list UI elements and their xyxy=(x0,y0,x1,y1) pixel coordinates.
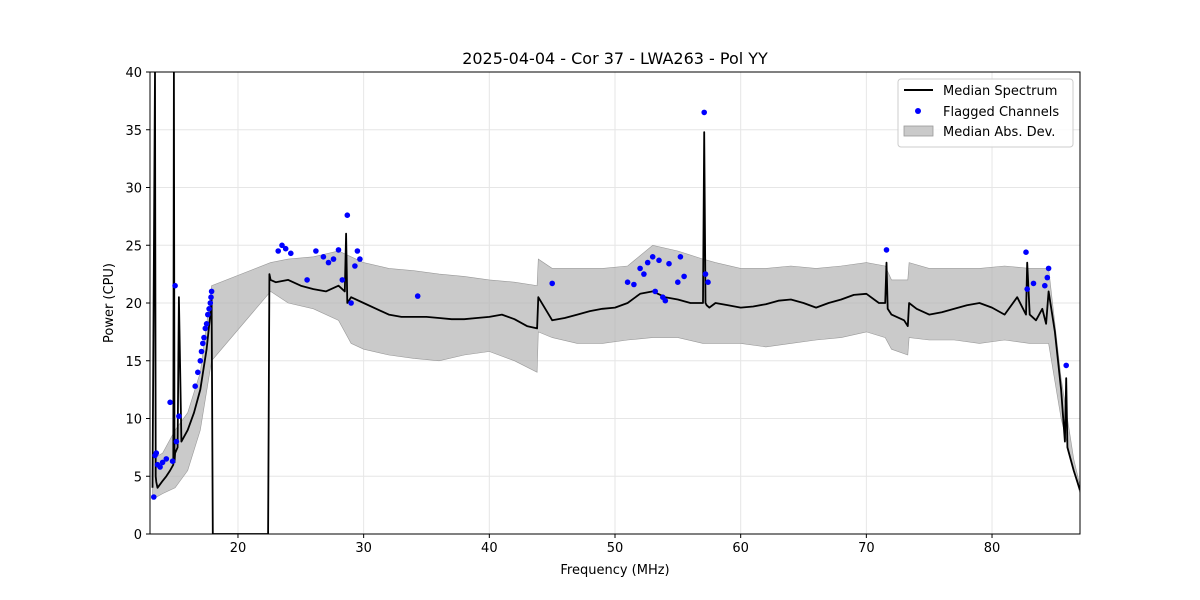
flagged-channel-point xyxy=(201,334,207,341)
y-tick-label: 5 xyxy=(134,470,142,485)
flagged-channel-point xyxy=(631,281,637,288)
chart-title: 2025-04-04 - Cor 37 - LWA263 - Pol YY xyxy=(462,49,768,68)
flagged-channel-point xyxy=(208,294,214,301)
flagged-channel-point xyxy=(163,456,170,462)
flagged-channel-point xyxy=(203,321,210,327)
flagged-channel-point xyxy=(313,248,319,254)
flagged-channel-point xyxy=(348,300,354,306)
flagged-channel-point xyxy=(549,280,555,287)
flagged-channel-point xyxy=(167,399,173,406)
flagged-channel-point xyxy=(883,247,890,253)
y-axis-label: Power (CPU) xyxy=(102,263,117,343)
flagged-channel-point xyxy=(701,109,707,116)
y-tick-label: 40 xyxy=(125,66,142,81)
median-abs-dev-band xyxy=(152,244,1080,500)
flagged-channel-point xyxy=(304,277,310,283)
flagged-channel-point xyxy=(335,247,342,253)
flagged-channel-point xyxy=(282,245,289,252)
flagged-channel-point xyxy=(200,340,206,347)
flagged-channel-point xyxy=(357,256,363,262)
flagged-channel-point xyxy=(206,306,212,312)
legend-box xyxy=(897,78,1074,148)
flagged-channel-point xyxy=(173,438,180,445)
y-tick-label: 35 xyxy=(125,124,142,139)
flagged-channel-point xyxy=(702,271,709,277)
flagged-channel-point xyxy=(330,256,337,262)
flagged-channel-point xyxy=(169,458,176,465)
flagged-channel-point xyxy=(1024,286,1030,292)
flagged-channel-point xyxy=(157,464,163,470)
flagged-channel-point xyxy=(649,253,656,260)
x-tick-label: 80 xyxy=(984,541,1001,556)
median-spectrum-line xyxy=(151,72,1080,534)
flagged-channel-point xyxy=(652,288,658,295)
flagged-channel-point xyxy=(637,265,643,272)
x-tick-label: 50 xyxy=(607,541,624,556)
flagged-channel-point xyxy=(207,300,214,306)
flagged-channel-point xyxy=(192,383,198,390)
y-tick-label: 25 xyxy=(125,239,142,254)
legend-mad-label: Median Abs. Dev. xyxy=(943,125,1055,140)
plot-area xyxy=(151,72,1080,534)
x-tick-label: 20 xyxy=(230,541,247,556)
flagged-channel-point xyxy=(205,311,211,318)
axis-ticks: 20 30 40 50 60 70 80 0 5 10 15 20 25 30 35 40 xyxy=(125,66,1000,556)
flagged-channel-point xyxy=(662,297,669,304)
flagged-channel-point xyxy=(172,282,178,289)
flagged-channel-point xyxy=(339,277,346,283)
flagged-channel-point xyxy=(159,459,166,466)
legend-flagged-swatch xyxy=(915,108,921,114)
y-tick-label: 20 xyxy=(125,297,142,312)
flagged-channel-point xyxy=(1030,280,1037,287)
y-tick-label: 30 xyxy=(125,182,142,197)
flagged-channels xyxy=(151,109,1069,500)
x-tick-label: 30 xyxy=(355,541,372,556)
flagged-channel-point xyxy=(1044,274,1051,281)
flagged-channel-point xyxy=(675,279,681,286)
flagged-channel-point xyxy=(208,288,215,295)
flagged-channel-point xyxy=(176,413,182,420)
flagged-channel-point xyxy=(198,348,205,355)
legend-median-label: Median Spectrum xyxy=(943,84,1057,99)
flagged-channel-point xyxy=(288,250,294,257)
flagged-channel-point xyxy=(666,260,672,267)
flagged-channel-point xyxy=(279,242,285,249)
flagged-channel-point xyxy=(195,369,201,376)
flagged-channel-point xyxy=(1023,249,1029,255)
legend-flagged-label: Flagged Channels xyxy=(943,105,1059,120)
flagged-channel-point xyxy=(624,279,631,286)
y-tick-label: 10 xyxy=(125,413,142,428)
flagged-channel-point xyxy=(151,494,157,500)
flagged-channel-point xyxy=(644,259,651,266)
x-tick-label: 40 xyxy=(481,541,498,556)
flagged-channel-point xyxy=(414,293,421,299)
x-tick-label: 60 xyxy=(732,541,749,556)
flagged-channel-point xyxy=(677,253,684,260)
flagged-channel-point xyxy=(656,257,662,264)
flagged-channel-point xyxy=(641,271,647,277)
x-tick-label: 70 xyxy=(858,541,875,556)
legend-mad-swatch xyxy=(903,125,934,137)
flagged-channel-point xyxy=(153,450,160,456)
y-tick-label: 15 xyxy=(125,355,142,370)
flagged-channel-point xyxy=(320,253,327,260)
y-tick-label: 0 xyxy=(134,528,142,543)
flagged-channel-point xyxy=(325,259,332,266)
flagged-channel-point xyxy=(354,248,361,254)
flagged-channel-point xyxy=(1042,282,1048,289)
flagged-channel-point xyxy=(1045,265,1052,272)
legend: Median Spectrum Flagged Channels Median … xyxy=(897,78,1074,148)
flagged-channel-point xyxy=(197,358,204,364)
x-axis-label: Frequency (MHz) xyxy=(560,563,669,578)
flagged-channel-point xyxy=(352,263,358,269)
flagged-channel-point xyxy=(344,212,351,218)
flagged-channel-point xyxy=(275,248,282,254)
flagged-channel-point xyxy=(705,279,711,286)
flagged-channel-point xyxy=(1063,362,1069,369)
flagged-channel-point xyxy=(681,273,687,280)
flagged-channel-point xyxy=(202,325,209,332)
